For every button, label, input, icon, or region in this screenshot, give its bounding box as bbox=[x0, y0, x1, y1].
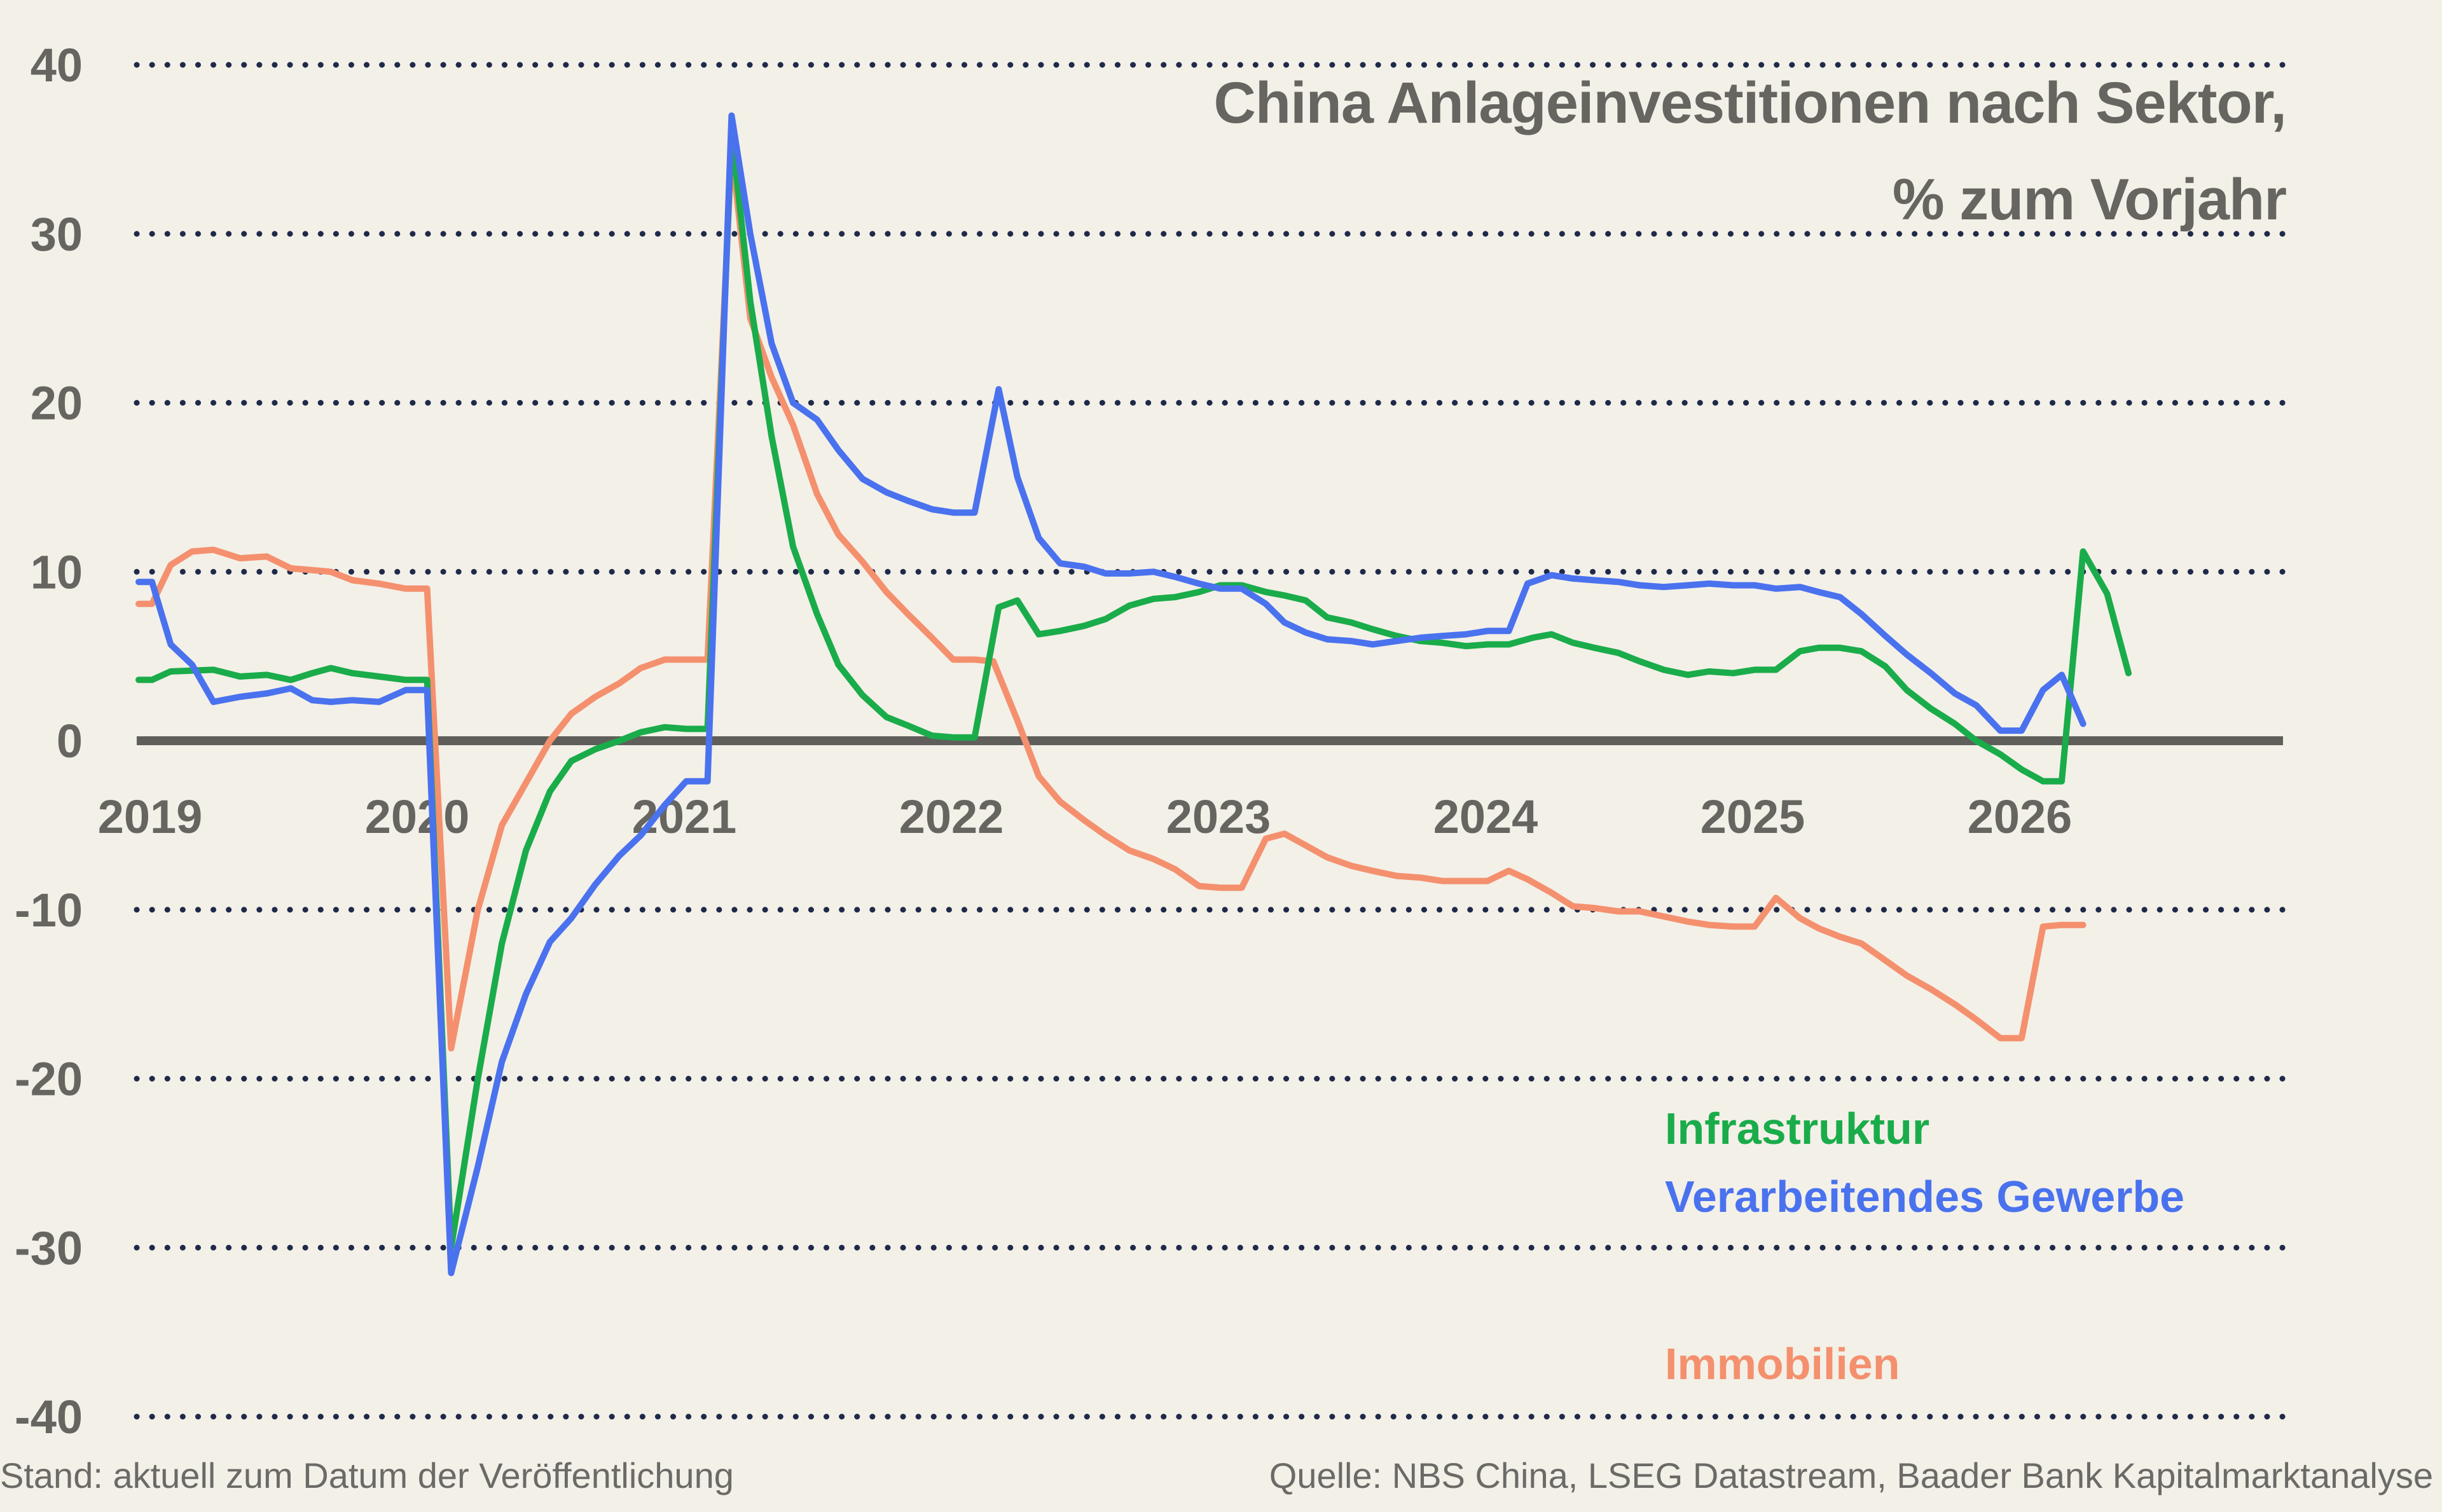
chart-title-line2: % zum Vorjahr bbox=[1892, 167, 2287, 232]
legend-infrastruktur: Infrastruktur bbox=[1665, 1104, 1930, 1153]
chart-title-line1: China Anlageinvestitionen nach Sektor, bbox=[1213, 71, 2287, 135]
y-tick-label: -20 bbox=[15, 1053, 83, 1106]
x-tick-label: 2019 bbox=[98, 790, 203, 843]
x-tick-label: 2021 bbox=[632, 790, 737, 843]
y-axis-ticks: 40 30 20 10 0 -10 -20 -30 -40 bbox=[15, 39, 83, 1443]
series-line-verarbeitendes-gewerbe bbox=[135, 112, 2087, 1277]
y-tick-label: 20 bbox=[31, 377, 83, 430]
footer-note: Stand: aktuell zum Datum der Veröffentli… bbox=[0, 1455, 734, 1495]
y-tick-label: 30 bbox=[31, 208, 83, 261]
y-tick-label: -30 bbox=[15, 1221, 83, 1274]
series-lines bbox=[135, 112, 2132, 1277]
legend-immobilien: Immobilien bbox=[1665, 1339, 1900, 1389]
y-tick-label: 10 bbox=[31, 546, 83, 598]
series-line-infrastruktur bbox=[135, 129, 2132, 1251]
legend-verarbeitendes-gewerbe: Verarbeitendes Gewerbe bbox=[1665, 1172, 2185, 1221]
x-tick-label: 2026 bbox=[1968, 790, 2073, 843]
series-line-immobilien bbox=[135, 146, 2087, 1052]
x-axis-ticks: 2019 2020 2021 2022 2023 2024 2025 2026 bbox=[98, 790, 2073, 843]
x-tick-label: 2020 bbox=[365, 790, 470, 843]
x-tick-label: 2023 bbox=[1166, 790, 1271, 843]
x-tick-label: 2022 bbox=[899, 790, 1004, 843]
y-tick-label: -40 bbox=[15, 1391, 83, 1443]
x-tick-label: 2025 bbox=[1700, 790, 1805, 843]
y-tick-label: 0 bbox=[57, 715, 83, 767]
footer-source: Quelle: NBS China, LSEG Datastream, Baad… bbox=[1269, 1455, 2433, 1495]
x-tick-label: 2024 bbox=[1433, 790, 1538, 843]
y-tick-label: 40 bbox=[31, 39, 83, 92]
grid-lines bbox=[134, 62, 2286, 1420]
y-tick-label: -10 bbox=[15, 884, 83, 937]
